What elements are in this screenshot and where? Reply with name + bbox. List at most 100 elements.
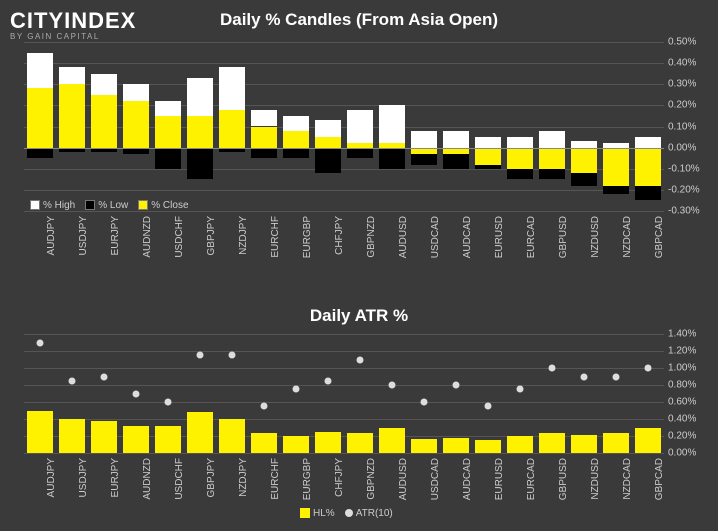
x-axis-label: GBPNZD — [366, 458, 377, 500]
x-axis-label: AUDJPY — [46, 216, 57, 255]
high-segment — [59, 67, 85, 84]
x-axis-label: EURJPY — [110, 458, 121, 497]
close-segment — [315, 137, 341, 148]
high-segment — [411, 131, 437, 148]
hl-bar — [123, 426, 149, 453]
hl-bar — [379, 428, 405, 454]
hl-bar — [475, 440, 501, 453]
x-axis-label: NZDCAD — [622, 458, 633, 500]
hl-bar — [155, 426, 181, 453]
close-segment — [27, 88, 53, 147]
x-axis-label: EURCHF — [270, 216, 281, 258]
atr-bar-slot — [248, 334, 280, 453]
atr-marker — [613, 373, 620, 380]
x-axis-label: AUDJPY — [46, 458, 57, 497]
atr-marker — [133, 390, 140, 397]
atr-bar-slot — [312, 334, 344, 453]
high-segment — [219, 67, 245, 109]
x-axis-label: NZDJPY — [238, 458, 249, 497]
close-segment — [219, 110, 245, 148]
candle-bar — [88, 42, 120, 211]
atr-bar-slot — [344, 334, 376, 453]
hl-bar — [603, 433, 629, 453]
candles-chart: -0.30%-0.20%-0.10%0.00%0.10%0.20%0.30%0.… — [24, 42, 664, 262]
close-segment — [155, 116, 181, 148]
atr-marker — [165, 399, 172, 406]
x-axis-label: NZDUSD — [590, 458, 601, 500]
x-axis-label: CHFJPY — [334, 458, 345, 497]
atr-chart: 0.00%0.20%0.40%0.60%0.80%1.00%1.20%1.40%… — [24, 334, 664, 504]
candle-bar — [440, 42, 472, 211]
candle-bar — [56, 42, 88, 211]
low-segment — [379, 148, 405, 169]
hl-bar — [91, 421, 117, 453]
y-axis-label: 0.30% — [668, 79, 708, 90]
high-segment — [123, 84, 149, 101]
hl-bar — [219, 419, 245, 453]
x-axis-label: EURGBP — [302, 216, 313, 258]
high-segment — [251, 110, 277, 127]
x-axis-label: EURCAD — [526, 458, 537, 500]
high-segment — [475, 137, 501, 148]
hl-bar — [27, 411, 53, 454]
atr-marker — [549, 365, 556, 372]
close-segment — [187, 116, 213, 148]
candle-bar — [120, 42, 152, 211]
low-segment — [411, 154, 437, 165]
atr-bar-slot — [184, 334, 216, 453]
atr-marker — [69, 377, 76, 384]
x-axis-label: EURJPY — [110, 216, 121, 255]
candle-bar — [472, 42, 504, 211]
x-axis-label: GBPJPY — [206, 216, 217, 255]
atr-bar-slot — [504, 334, 536, 453]
hl-bar — [443, 438, 469, 453]
x-axis-label: GBPJPY — [206, 458, 217, 497]
y-axis-label: 1.40% — [668, 329, 708, 340]
candle-bar — [312, 42, 344, 211]
y-axis-label: 0.80% — [668, 380, 708, 391]
candle-bar — [408, 42, 440, 211]
close-segment — [539, 148, 565, 169]
close-segment — [603, 148, 629, 186]
x-axis-label: GBPCAD — [654, 458, 665, 500]
low-segment — [251, 148, 277, 159]
atr-bar-slot — [56, 334, 88, 453]
atr-marker — [581, 373, 588, 380]
x-axis-label: GBPUSD — [558, 216, 569, 258]
x-axis-label: AUDNZD — [142, 216, 153, 258]
x-axis-label: NZDCAD — [622, 216, 633, 258]
x-axis-label: USDCAD — [430, 458, 441, 500]
hl-bar — [59, 419, 85, 453]
legend-item: ATR(10) — [345, 508, 393, 519]
x-axis-label: USDCAD — [430, 216, 441, 258]
x-axis-label: NZDUSD — [590, 216, 601, 258]
hl-bar — [315, 432, 341, 453]
high-segment — [635, 137, 661, 148]
x-axis-label: EURCAD — [526, 216, 537, 258]
x-axis-label: NZDJPY — [238, 216, 249, 255]
hl-bar — [635, 428, 661, 454]
candle-bar — [504, 42, 536, 211]
y-axis-label: -0.20% — [668, 184, 708, 195]
atr-marker — [645, 365, 652, 372]
candle-bar — [216, 42, 248, 211]
atr-bar-slot — [440, 334, 472, 453]
high-segment — [283, 116, 309, 131]
atr-marker — [261, 403, 268, 410]
low-segment — [507, 169, 533, 180]
candles-x-labels: AUDJPYUSDJPYEURJPYAUDNZDUSDCHFGBPJPYNZDJ… — [24, 212, 664, 262]
x-axis-label: EURUSD — [494, 216, 505, 258]
high-segment — [539, 131, 565, 148]
candle-bar — [632, 42, 664, 211]
atr-marker — [37, 339, 44, 346]
y-axis-label: 0.00% — [668, 142, 708, 153]
atr-bar-slot — [376, 334, 408, 453]
hl-bar — [539, 433, 565, 453]
hl-bar — [411, 439, 437, 453]
low-segment — [187, 148, 213, 180]
x-axis-label: AUDUSD — [398, 216, 409, 258]
high-segment — [27, 53, 53, 89]
low-segment — [347, 148, 373, 159]
x-axis-label: GBPUSD — [558, 458, 569, 500]
atr-bar-slot — [24, 334, 56, 453]
